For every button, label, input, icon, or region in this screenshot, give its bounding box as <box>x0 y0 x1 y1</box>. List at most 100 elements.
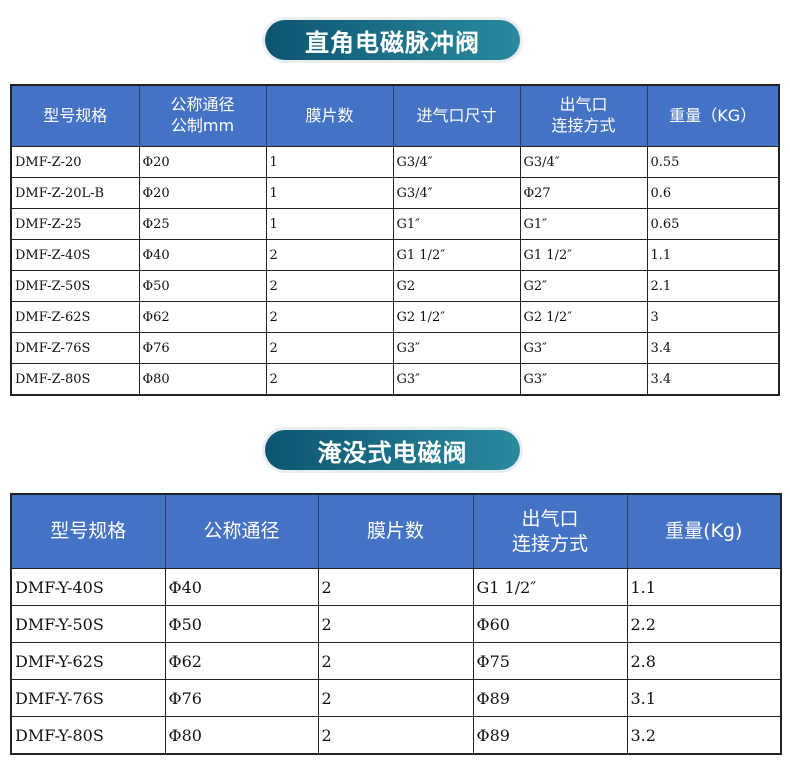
table-cell: Φ50 <box>138 270 267 302</box>
table-cell: Φ76 <box>164 679 319 717</box>
table-cell: DMF-Z-40S <box>10 239 140 271</box>
table-cell: G3″ <box>392 332 521 364</box>
table-cell: 3 <box>646 301 780 333</box>
table-cell: Φ40 <box>138 239 267 271</box>
table-cell: DMF-Z-50S <box>10 270 140 302</box>
table-cell: G2 1/2″ <box>519 301 648 333</box>
table-row: DMF-Z-62S Φ62 2 G2 1/2″ G2 1/2″ 3 <box>10 301 780 333</box>
table-cell: DMF-Y-76S <box>10 679 166 717</box>
table-row: DMF-Z-20 Φ20 1 G3/4″ G3/4″ 0.55 <box>10 146 780 178</box>
table-cell: 2 <box>265 270 394 302</box>
table-cell: DMF-Y-50S <box>10 605 166 643</box>
column-header: 型号规格 <box>10 493 166 569</box>
table-row: DMF-Y-80S Φ80 2 Φ89 3.2 <box>10 716 782 755</box>
table-cell: DMF-Y-62S <box>10 642 166 680</box>
column-header: 膜片数 <box>317 493 474 569</box>
column-header: 进气口尺寸 <box>392 84 521 147</box>
table-cell: DMF-Z-20L-B <box>10 177 140 209</box>
table-cell: 0.65 <box>646 208 780 240</box>
table-cell: Φ80 <box>138 363 267 396</box>
table-cell: 1.1 <box>626 568 782 606</box>
table-cell: 1 <box>265 208 394 240</box>
table-cell: Φ75 <box>472 642 628 680</box>
table-cell: G3″ <box>392 363 521 396</box>
table-cell: 2 <box>265 239 394 271</box>
table-cell: G2 <box>392 270 521 302</box>
table-cell: Φ40 <box>164 568 319 606</box>
table-cell: 3.1 <box>626 679 782 717</box>
table-cell: 2.1 <box>646 270 780 302</box>
table-cell: 2 <box>317 679 474 717</box>
column-header: 膜片数 <box>265 84 394 147</box>
table-cell: DMF-Z-20 <box>10 146 140 178</box>
table-row: DMF-Z-80S Φ80 2 G3″ G3″ 3.4 <box>10 363 780 396</box>
column-header: 公称通径 <box>164 493 319 569</box>
table-cell: G3″ <box>519 363 648 396</box>
table-cell: DMF-Z-76S <box>10 332 140 364</box>
table-cell: 0.55 <box>646 146 780 178</box>
column-header: 公称通径 公制mm <box>138 84 267 147</box>
table-cell: 2.8 <box>626 642 782 680</box>
submerged-valve-spec-table: 型号规格 公称通径 膜片数 出气口 连接方式 重量(Kg) DMF-Y-40S Φ40 2 G1 … <box>10 493 782 755</box>
table-cell: DMF-Y-80S <box>10 716 166 755</box>
table-cell: 2 <box>317 605 474 643</box>
table-cell: 2 <box>265 301 394 333</box>
table-cell: Φ20 <box>138 146 267 178</box>
column-header: 出气口 连接方式 <box>519 84 648 147</box>
table-cell: 2 <box>265 332 394 364</box>
section-title-right-angle-pulse-valve: 直角电磁脉冲阀 <box>265 20 520 60</box>
table-cell: G1″ <box>519 208 648 240</box>
column-header: 重量(Kg) <box>626 493 782 569</box>
table-row: DMF-Z-50S Φ50 2 G2 G2″ 2.1 <box>10 270 780 302</box>
table-cell: 3.2 <box>626 716 782 755</box>
table-cell: 1 <box>265 177 394 209</box>
table-cell: G1 1/2″ <box>392 239 521 271</box>
table-cell: 3.4 <box>646 332 780 364</box>
table-cell: 0.6 <box>646 177 780 209</box>
table-row: DMF-Y-62S Φ62 2 Φ75 2.8 <box>10 642 782 680</box>
table-cell: G1 1/2″ <box>519 239 648 271</box>
table-row: DMF-Y-76S Φ76 2 Φ89 3.1 <box>10 679 782 717</box>
table-cell: G2″ <box>519 270 648 302</box>
section-title-submerged-valve: 淹没式电磁阀 <box>265 430 520 470</box>
table-cell: 2 <box>317 568 474 606</box>
table-cell: G2 1/2″ <box>392 301 521 333</box>
table-cell: 3.4 <box>646 363 780 396</box>
table-cell: 2 <box>317 642 474 680</box>
table-row: DMF-Z-20L-B Φ20 1 G3/4″ Φ27 0.6 <box>10 177 780 209</box>
table-cell: G3/4″ <box>519 146 648 178</box>
table-cell: 2.2 <box>626 605 782 643</box>
table-cell: Φ62 <box>164 642 319 680</box>
column-header: 重量（KG） <box>646 84 780 147</box>
table-cell: Φ76 <box>138 332 267 364</box>
table-row: DMF-Z-25 Φ25 1 G1″ G1″ 0.65 <box>10 208 780 240</box>
table-row: DMF-Z-40S Φ40 2 G1 1/2″ G1 1/2″ 1.1 <box>10 239 780 271</box>
table-cell: DMF-Z-80S <box>10 363 140 396</box>
table-cell: 1.1 <box>646 239 780 271</box>
table-cell: G3/4″ <box>392 146 521 178</box>
table-cell: Φ62 <box>138 301 267 333</box>
table-cell: Φ80 <box>164 716 319 755</box>
table-cell: 1 <box>265 146 394 178</box>
table-cell: Φ50 <box>164 605 319 643</box>
table-row: DMF-Y-40S Φ40 2 G1 1/2″ 1.1 <box>10 568 782 606</box>
table-cell: Φ89 <box>472 716 628 755</box>
table-cell: Φ20 <box>138 177 267 209</box>
table-row: DMF-Z-76S Φ76 2 G3″ G3″ 3.4 <box>10 332 780 364</box>
right-angle-valve-spec-table: 型号规格 公称通径 公制mm 膜片数 进气口尺寸 出气口 连接方式 重量（KG） DMF-Z-2… <box>10 84 780 396</box>
table-cell: G3″ <box>519 332 648 364</box>
column-header: 出气口 连接方式 <box>472 493 628 569</box>
table-cell: Φ25 <box>138 208 267 240</box>
table-cell: Φ27 <box>519 177 648 209</box>
table-cell: Φ89 <box>472 679 628 717</box>
table-cell: DMF-Z-25 <box>10 208 140 240</box>
table-cell: G1 1/2″ <box>472 568 628 606</box>
column-header: 型号规格 <box>10 84 140 147</box>
table-cell: G3/4″ <box>392 177 521 209</box>
table-row: DMF-Y-50S Φ50 2 Φ60 2.2 <box>10 605 782 643</box>
table-cell: 2 <box>265 363 394 396</box>
table-cell: G1″ <box>392 208 521 240</box>
table-cell: 2 <box>317 716 474 755</box>
table-cell: DMF-Y-40S <box>10 568 166 606</box>
table-cell: DMF-Z-62S <box>10 301 140 333</box>
